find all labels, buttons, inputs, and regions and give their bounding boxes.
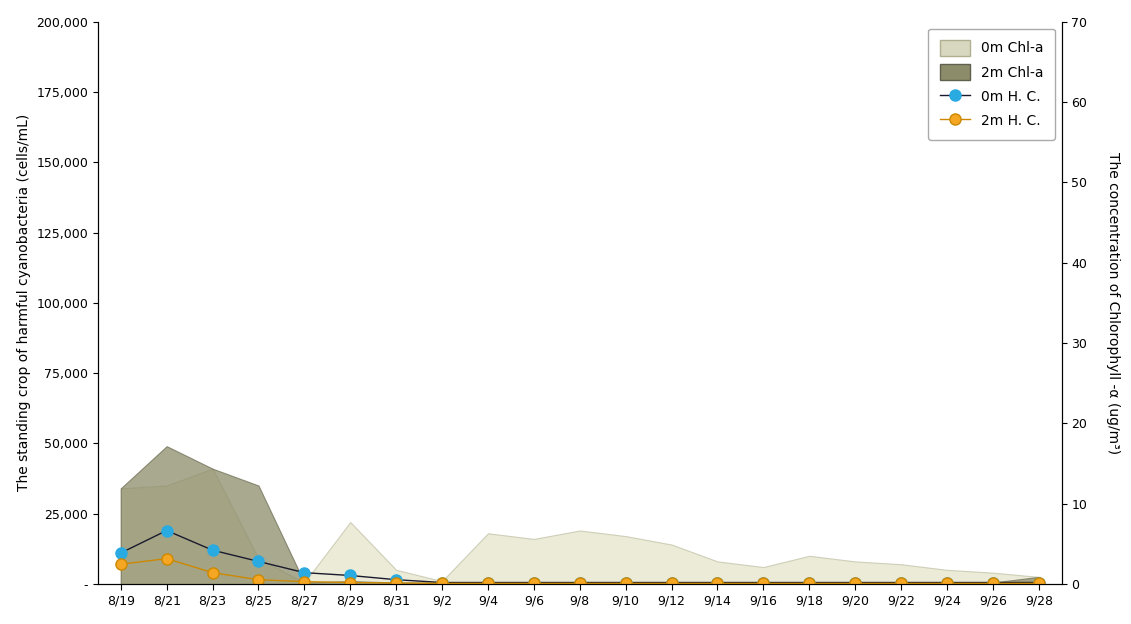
2m H. C. bbox=[848, 580, 862, 587]
0m H. C. bbox=[848, 579, 862, 587]
2m H. C. bbox=[665, 580, 679, 587]
0m H. C. bbox=[1031, 579, 1045, 587]
0m H. C. bbox=[114, 549, 128, 557]
0m H. C. bbox=[619, 579, 632, 587]
2m H. C. bbox=[252, 576, 266, 583]
2m H. C. bbox=[159, 555, 173, 562]
0m H. C. bbox=[389, 576, 403, 583]
0m H. C. bbox=[803, 579, 817, 587]
0m H. C. bbox=[252, 558, 266, 565]
0m H. C. bbox=[895, 579, 908, 587]
0m H. C. bbox=[159, 527, 173, 534]
2m H. C. bbox=[527, 580, 541, 587]
2m H. C. bbox=[297, 578, 311, 585]
0m H. C. bbox=[986, 579, 1000, 587]
2m H. C. bbox=[710, 580, 724, 587]
2m H. C. bbox=[803, 580, 817, 587]
Line: 0m H. C.: 0m H. C. bbox=[115, 525, 1044, 588]
Legend: 0m Chl-a, 2m Chl-a, 0m H. C., 2m H. C.: 0m Chl-a, 2m Chl-a, 0m H. C., 2m H. C. bbox=[929, 29, 1055, 140]
2m H. C. bbox=[619, 580, 632, 587]
0m H. C. bbox=[297, 569, 311, 577]
2m H. C. bbox=[481, 580, 494, 587]
0m H. C. bbox=[344, 572, 357, 579]
2m H. C. bbox=[344, 579, 357, 587]
2m H. C. bbox=[940, 580, 953, 587]
2m H. C. bbox=[573, 580, 587, 587]
Line: 2m H. C.: 2m H. C. bbox=[115, 553, 1044, 589]
2m H. C. bbox=[389, 579, 403, 587]
0m H. C. bbox=[573, 579, 587, 587]
0m H. C. bbox=[665, 579, 679, 587]
Y-axis label: The concentration of Chlorophyll -α (ug/m³): The concentration of Chlorophyll -α (ug/… bbox=[1106, 152, 1120, 454]
2m H. C. bbox=[435, 580, 449, 587]
0m H. C. bbox=[527, 579, 541, 587]
0m H. C. bbox=[206, 547, 219, 554]
2m H. C. bbox=[114, 560, 128, 568]
0m H. C. bbox=[710, 579, 724, 587]
2m H. C. bbox=[986, 580, 1000, 587]
0m H. C. bbox=[481, 579, 494, 587]
2m H. C. bbox=[206, 569, 219, 577]
0m H. C. bbox=[940, 579, 953, 587]
2m H. C. bbox=[1031, 580, 1045, 587]
0m H. C. bbox=[435, 579, 449, 587]
2m H. C. bbox=[895, 580, 908, 587]
2m H. C. bbox=[757, 580, 770, 587]
0m H. C. bbox=[757, 579, 770, 587]
Y-axis label: The standing crop of harmful cyanobacteria (cells/mL): The standing crop of harmful cyanobacter… bbox=[17, 114, 31, 492]
